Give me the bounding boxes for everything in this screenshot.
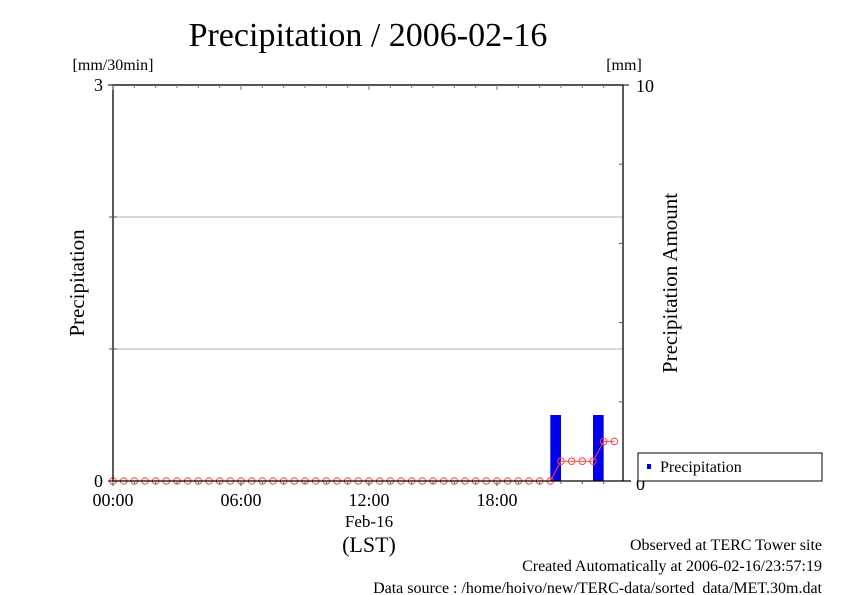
x-tick-label-1: 06:00 xyxy=(220,490,261,510)
precipitation-bar xyxy=(593,415,604,481)
footer-observed: Observed at TERC Tower site xyxy=(630,537,822,554)
precipitation-amount-line xyxy=(113,440,615,482)
precipitation-bar xyxy=(550,415,561,481)
chart-title: Precipitation / 2006-02-16 xyxy=(189,17,548,54)
footer-created: Created Automatically at 2006-02-16/23:5… xyxy=(522,558,822,575)
x-tick-label-2: 12:00 xyxy=(348,490,389,510)
legend-swatch-precipitation xyxy=(647,464,651,469)
legend-label-precipitation: Precipitation xyxy=(660,459,742,476)
gridlines xyxy=(113,216,623,350)
legend: Precipitation xyxy=(637,452,823,482)
footer-source: Data source : /home/hoivo/new/TERC-data/… xyxy=(373,580,822,595)
line-series xyxy=(109,437,619,485)
precipitation-amount-point xyxy=(589,457,597,466)
x-date-label: Feb-16 xyxy=(345,512,393,531)
legend-box xyxy=(637,452,823,482)
precipitation-amount-point xyxy=(567,457,576,466)
precipitation-amount-point xyxy=(599,437,608,446)
y-axis-title-left: Precipitation xyxy=(65,229,89,337)
x-axis-title: (LST) xyxy=(342,532,396,557)
right-unit-label: [mm] xyxy=(606,57,642,74)
precipitation-amount-point xyxy=(578,457,587,466)
x-tick-label-0: 00:00 xyxy=(92,490,133,510)
left-tick-label-3: 3 xyxy=(94,75,103,95)
precipitation-amount-point xyxy=(557,457,565,466)
precipitation-amount-point xyxy=(610,437,619,446)
right-tick-label-10: 10 xyxy=(636,76,654,96)
ticks xyxy=(108,84,629,486)
y-axis-title-right: Precipitation Amount xyxy=(658,193,682,373)
right-tick-label-0: 0 xyxy=(636,474,645,494)
x-tick-label-3: 18:00 xyxy=(476,490,517,510)
left-unit-label: [mm/30min] xyxy=(73,57,154,74)
left-tick-label-0: 0 xyxy=(94,471,103,491)
bar-series xyxy=(550,415,604,481)
